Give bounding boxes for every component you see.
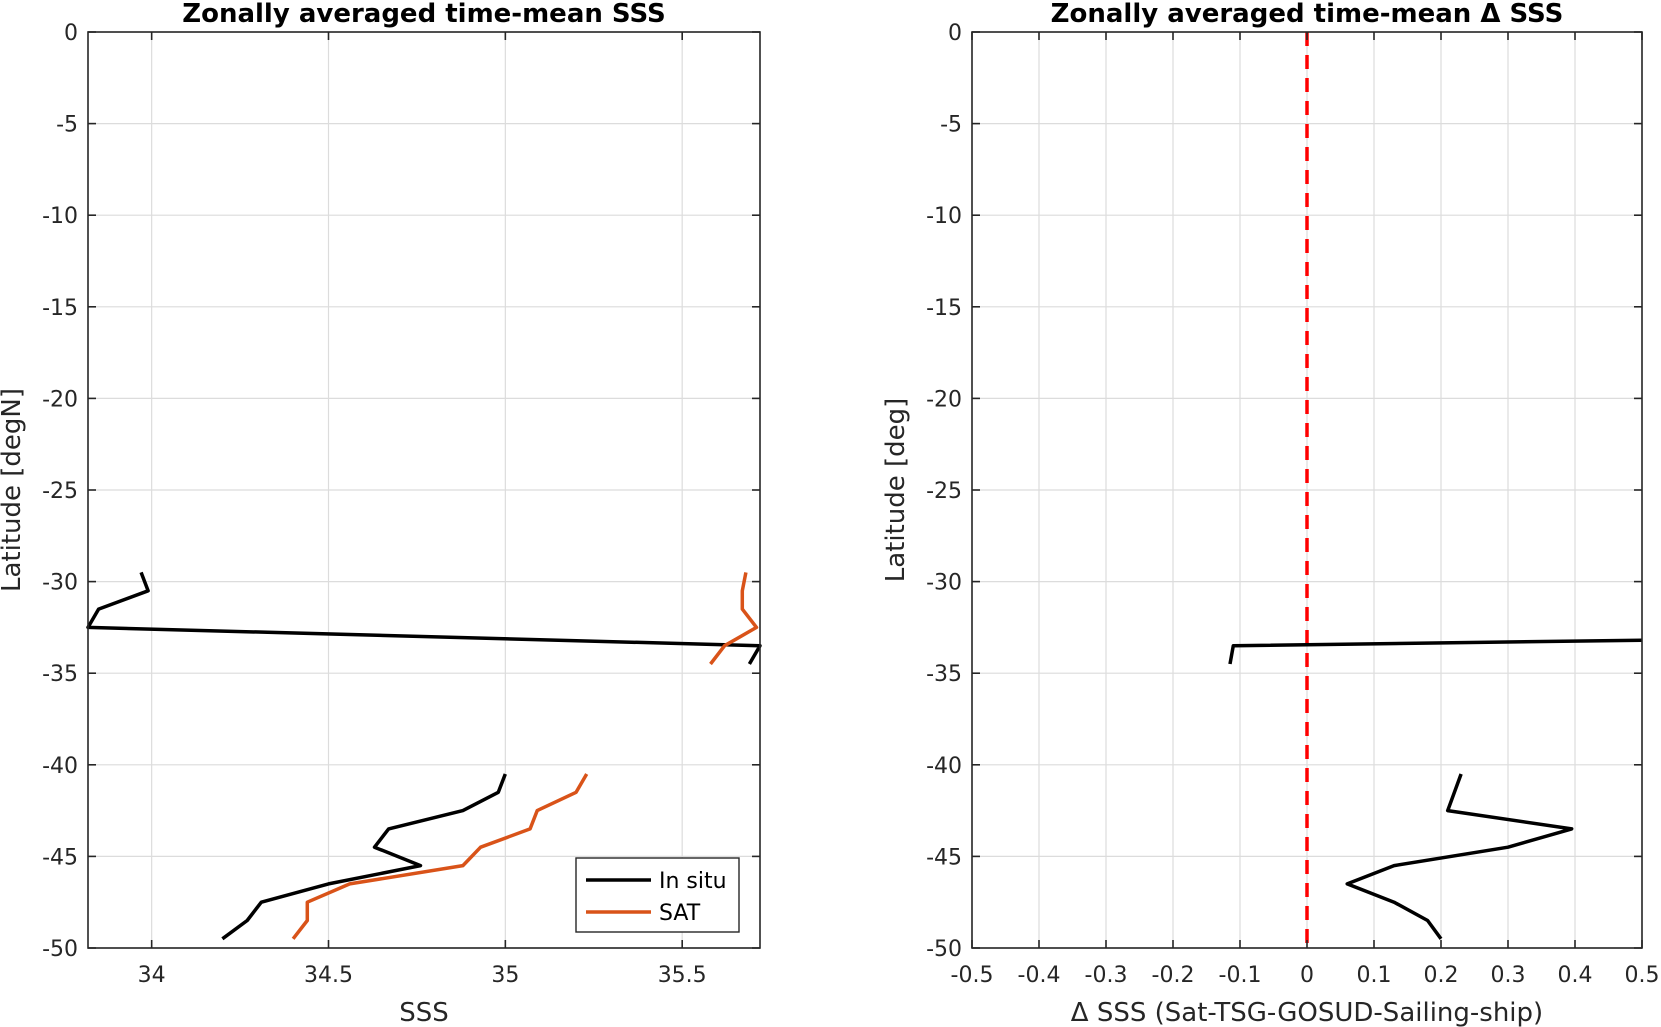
- series-line-in-situ-seg0: [86, 571, 762, 665]
- y-tick-label: 0: [64, 21, 78, 46]
- x-tick-label: 0.5: [1625, 963, 1660, 988]
- x-tick-label: 34.5: [304, 963, 353, 988]
- x-tick-label: -0.2: [1152, 963, 1195, 988]
- right-panel-delta-sss: -0.5 -0.4 -0.3 -0.2 -0.1 0 0.1 0.2 0.3 0.4 0.5 0 -5 -…: [881, 0, 1660, 1027]
- x-tick-label: 35: [491, 963, 519, 988]
- left-grid: [88, 31, 760, 949]
- y-tick-label: -50: [926, 937, 962, 962]
- right-ticks: -0.5 -0.4 -0.3 -0.2 -0.1 0 0.1 0.2 0.3 0.4 0.5 0 -5 -…: [926, 21, 1659, 988]
- x-tick-label: -0.4: [1018, 963, 1061, 988]
- y-tick-label: -40: [42, 754, 78, 779]
- legend-label: SAT: [659, 901, 701, 926]
- y-tick-label: -40: [926, 754, 962, 779]
- left-x-axis-label: SSS: [399, 998, 449, 1027]
- left-ticks: 34 34.5 35 35.5 0 -5 -10 -15 -20 -25 -30 -35 -40 -45 -…: [42, 21, 760, 988]
- y-tick-label: -30: [42, 571, 78, 596]
- series-line-delta-seg0: [1228, 638, 1643, 665]
- legend-label: In situ: [659, 869, 727, 894]
- x-tick-label: -0.3: [1085, 963, 1128, 988]
- x-tick-label: 35.5: [658, 963, 707, 988]
- right-x-axis-label: Δ SSS (Sat-TSG-GOSUD-Sailing-ship): [1071, 998, 1543, 1027]
- x-tick-label: 0.3: [1491, 963, 1526, 988]
- y-tick-label: -25: [42, 479, 78, 504]
- x-tick-label: 0: [1300, 963, 1314, 988]
- right-y-axis-label: Latitude [deg]: [881, 398, 911, 583]
- left-y-axis-label: Latitude [degN]: [0, 388, 27, 592]
- x-tick-label: 0.1: [1357, 963, 1392, 988]
- x-tick-label: 0.2: [1424, 963, 1459, 988]
- right-data: [1228, 32, 1643, 948]
- y-tick-label: -10: [926, 204, 962, 229]
- x-tick-label: 0.4: [1558, 963, 1593, 988]
- x-tick-label: -0.5: [951, 963, 994, 988]
- left-data: [86, 571, 762, 941]
- y-tick-label: -5: [56, 113, 78, 138]
- x-tick-label: 34: [138, 963, 166, 988]
- y-tick-label: -45: [42, 845, 78, 870]
- series-line-sat-seg1: [291, 773, 589, 940]
- y-tick-label: 0: [948, 21, 962, 46]
- series-line-sat-seg0: [709, 572, 759, 666]
- left-panel-sss: 34 34.5 35 35.5 0 -5 -10 -15 -20 -25 -30 -35 -40 -45 -…: [0, 0, 762, 1027]
- y-tick-label: -50: [42, 937, 78, 962]
- left-chart-title: Zonally averaged time-mean SSS: [182, 0, 666, 29]
- y-tick-label: -20: [926, 387, 962, 412]
- right-chart-title: Zonally averaged time-mean Δ SSS: [1051, 0, 1564, 29]
- y-tick-label: -35: [42, 662, 78, 687]
- series-line-in-situ-seg1: [221, 773, 507, 941]
- y-tick-label: -10: [42, 204, 78, 229]
- y-tick-label: -15: [926, 296, 962, 321]
- y-tick-label: -15: [42, 296, 78, 321]
- series-line-delta-seg1: [1345, 773, 1574, 940]
- y-tick-label: -25: [926, 479, 962, 504]
- right-grid: [971, 31, 1643, 949]
- legend-box: [575, 857, 740, 933]
- y-tick-label: -35: [926, 662, 962, 687]
- y-tick-label: -45: [926, 845, 962, 870]
- x-tick-label: -0.1: [1219, 963, 1262, 988]
- left-legend: In situ SAT: [575, 857, 740, 933]
- y-tick-label: -30: [926, 571, 962, 596]
- y-tick-label: -20: [42, 387, 78, 412]
- y-tick-label: -5: [940, 113, 962, 138]
